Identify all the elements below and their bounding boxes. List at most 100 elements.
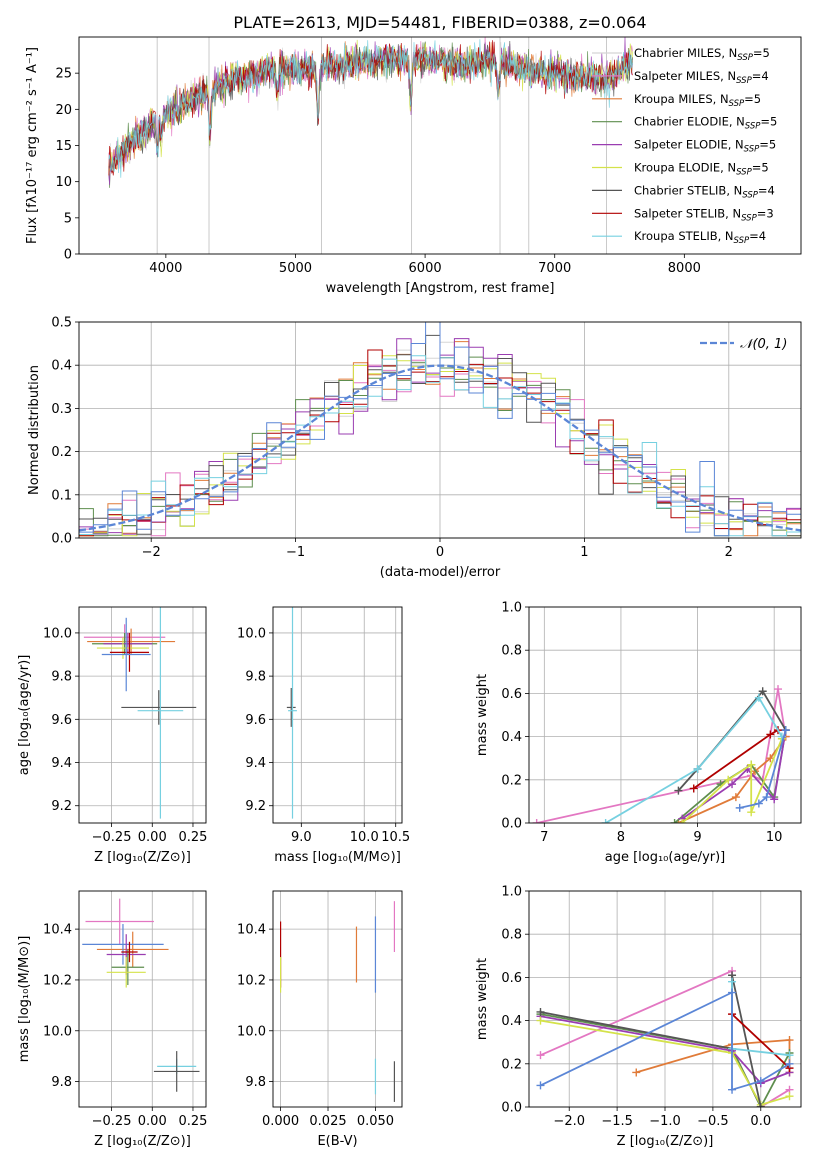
- x-tick-label: 0.0: [750, 1114, 771, 1129]
- legend-label-end: =5: [759, 138, 776, 152]
- panel-weight_vs_Z: −2.0 −1.5 −1.0 −0.5 0.0 0.0 0.2 0.4 0.6 0.8 1.0 Z […: [475, 885, 802, 1149]
- x-tick-label: 7: [540, 830, 548, 845]
- panel-spectrum: 4000 5000 6000 7000 8000 0 5 10 15 20 25 wavelength…: [25, 36, 802, 296]
- figure-title: PLATE=2613, MJD=54481, FIBERID=0388, z=0…: [233, 13, 646, 32]
- histogram-1: [79, 359, 801, 537]
- spectrum-line-8: [108, 39, 633, 178]
- legend-label-sub: SSP: [736, 76, 752, 86]
- y-axis-label: mass weight: [475, 674, 490, 756]
- weight-point-1: [731, 793, 740, 802]
- weight-point-8: [728, 1085, 737, 1094]
- weight-point-3: [728, 780, 737, 789]
- x-axis-label: E(B-V): [317, 1134, 357, 1149]
- x-axis-label: wavelength [Angstrom, rest frame]: [326, 281, 555, 296]
- x-tick-label: 10: [766, 830, 783, 845]
- weight-point-7: [785, 1051, 794, 1060]
- axes-frame: [528, 890, 802, 1108]
- legend-label-end: =3: [757, 206, 774, 220]
- legend-label-main: Kroupa STELIB, N: [634, 229, 734, 243]
- y-tick-label: 0.0: [501, 817, 522, 832]
- y-tick-label: 10.2: [43, 973, 72, 988]
- weight-point-3: [770, 795, 779, 804]
- x-axis-label: Z [log₁₀(Z/Z⊙)]: [94, 850, 191, 865]
- y-tick-label: 10.0: [237, 626, 266, 641]
- panel-mass_vs_Z: −0.25 0.00 0.25 9.8 10.0 10.2 10.4 Z [log₁₀(Z/Z…: [17, 890, 207, 1149]
- legend-label-end: =4: [758, 183, 775, 197]
- x-tick-label: −2: [142, 545, 161, 560]
- y-tick-label: 10.4: [237, 923, 266, 938]
- y-tick-label: 9.6: [245, 713, 266, 728]
- y-tick-label: 20: [55, 103, 72, 118]
- x-tick-label: 8000: [668, 261, 701, 276]
- y-tick-label: 25: [55, 67, 72, 82]
- y-axis-label: mass [log₁₀(M/M⊙)]: [17, 936, 32, 1063]
- axes-frame: [528, 606, 802, 824]
- weight-point-6: [689, 784, 698, 793]
- y-tick-label: 0.2: [501, 1057, 522, 1072]
- weight-point-8: [735, 803, 744, 812]
- weight-point-8: [754, 799, 763, 808]
- weight-point-0: [536, 1051, 545, 1060]
- legend-label-sub: SSP: [745, 122, 761, 132]
- x-tick-label: 2: [725, 545, 733, 560]
- y-tick-label: 0.2: [501, 773, 522, 788]
- legend-label-end: =5: [752, 161, 769, 175]
- x-tick-label: 0: [436, 545, 444, 560]
- legend-label-5: Kroupa ELODIE, NSSP=5: [634, 161, 769, 178]
- x-tick-label: −0.25: [92, 1114, 132, 1129]
- x-tick-label: 0.25: [178, 830, 207, 845]
- weight-point-8: [756, 1077, 765, 1086]
- weight-point-4: [747, 760, 756, 769]
- legend-label-main: Salpeter STELIB, N: [634, 206, 741, 220]
- y-tick-label: 9.8: [51, 1075, 72, 1090]
- legend-label-7: Salpeter STELIB, NSSP=3: [634, 206, 774, 223]
- panels: 4000 5000 6000 7000 80000510152025wavelength…: [17, 36, 802, 1149]
- y-tick-label: 10.0: [43, 626, 72, 641]
- x-axis-label: Z [log₁₀(Z/Z⊙)]: [617, 1134, 714, 1149]
- x-tick-label: −1.5: [601, 1114, 633, 1129]
- legend-label-4: Salpeter ELODIE, NSSP=5: [634, 138, 776, 155]
- legend-label-main: Salpeter ELODIE, N: [634, 138, 744, 152]
- y-tick-label: 0.0: [51, 532, 72, 547]
- weight-point-6: [766, 730, 775, 739]
- weight-point-8: [781, 726, 790, 735]
- legend-label-sub: SSP: [736, 168, 752, 178]
- weight-line-7: [605, 696, 783, 823]
- legend-label-main: Kroupa MILES, N: [634, 92, 729, 106]
- weight-point-5: [674, 786, 683, 795]
- x-tick-label: 0.000: [262, 1114, 299, 1129]
- x-tick-label: 5000: [279, 261, 312, 276]
- y-tick-label: 1.0: [501, 885, 522, 900]
- weight-line-8: [739, 729, 787, 809]
- weight-point-0: [774, 685, 783, 694]
- gaussian-curve: [79, 364, 801, 532]
- legend-label-main: Chabrier MILES, N: [634, 46, 737, 60]
- weight-point-4: [678, 819, 687, 823]
- weight-point-0: [532, 819, 541, 823]
- weight-line-3: [540, 1015, 790, 1085]
- weight-point-8: [762, 793, 771, 802]
- weight-point-1: [785, 1036, 794, 1045]
- weight-point-2: [670, 819, 679, 823]
- y-tick-label: 0.4: [501, 730, 522, 745]
- y-tick-label: 9.8: [245, 1075, 266, 1090]
- plot-area: [82, 898, 200, 1092]
- weight-point-5: [536, 1007, 545, 1016]
- x-tick-label: −1.0: [649, 1114, 681, 1129]
- weight-point-4: [747, 808, 756, 817]
- y-tick-label: 1.0: [501, 601, 522, 616]
- weight-point-4: [536, 1016, 545, 1025]
- legend-label-main: Salpeter MILES, N: [634, 69, 736, 83]
- plot-area: [536, 966, 794, 1107]
- y-tick-label: 15: [55, 139, 72, 154]
- x-tick-label: 4000: [149, 261, 182, 276]
- y-tick-label: 0.6: [501, 687, 522, 702]
- x-axis-label: mass [log₁₀(M/M⊙)]: [274, 850, 401, 865]
- axes-frame: [272, 890, 403, 1108]
- y-tick-label: 9.4: [245, 756, 266, 771]
- weight-point-7: [728, 977, 737, 986]
- axes-frame: [272, 606, 403, 824]
- legend-label-main: Chabrier ELODIE, N: [634, 115, 745, 129]
- y-tick-label: 10.4: [43, 923, 72, 938]
- axes-frame: [78, 890, 207, 1108]
